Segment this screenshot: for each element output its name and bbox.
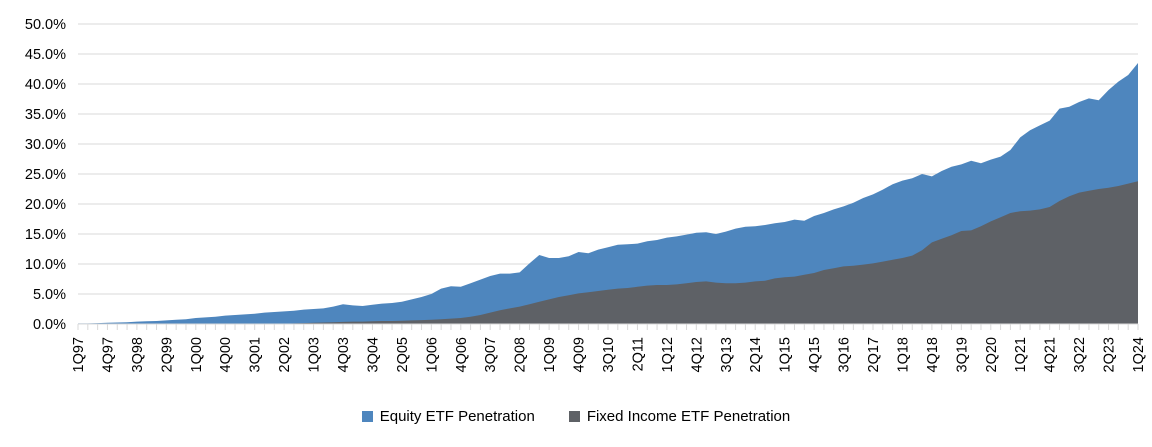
svg-text:1Q24: 1Q24 [1131, 337, 1147, 372]
legend-label-fixed-income: Fixed Income ETF Penetration [586, 407, 791, 425]
svg-text:1Q03: 1Q03 [307, 337, 323, 372]
svg-text:50.0%: 50.0% [25, 17, 66, 33]
x-axis-ticks [77, 324, 1139, 330]
svg-text:1Q18: 1Q18 [895, 337, 911, 372]
svg-text:4Q21: 4Q21 [1043, 337, 1059, 372]
svg-text:5.0%: 5.0% [33, 287, 66, 303]
svg-text:4Q00: 4Q00 [218, 337, 234, 372]
svg-text:4Q18: 4Q18 [925, 337, 941, 372]
svg-text:1Q97: 1Q97 [71, 337, 87, 372]
svg-text:25.0%: 25.0% [25, 167, 66, 183]
svg-text:3Q22: 3Q22 [1072, 337, 1088, 372]
equity-swatch-icon [361, 410, 373, 422]
svg-text:2Q11: 2Q11 [630, 337, 646, 371]
svg-text:10.0%: 10.0% [25, 257, 66, 273]
svg-text:4Q06: 4Q06 [454, 337, 470, 372]
y-axis-labels: 0.0% 5.0% 10.0% 15.0% 20.0% 25.0% 30.0% 35.0% 40… [25, 17, 66, 333]
svg-text:30.0%: 30.0% [25, 137, 66, 153]
svg-text:40.0%: 40.0% [25, 77, 66, 93]
svg-text:2Q99: 2Q99 [159, 337, 175, 372]
svg-text:35.0%: 35.0% [25, 107, 66, 123]
svg-text:2Q23: 2Q23 [1102, 337, 1118, 372]
legend-label-equity: Equity ETF Penetration [379, 407, 535, 425]
fixed-income-area [78, 181, 1138, 324]
svg-text:2Q05: 2Q05 [395, 337, 411, 372]
svg-text:3Q98: 3Q98 [130, 337, 146, 372]
svg-text:0.0%: 0.0% [33, 317, 66, 333]
svg-text:4Q97: 4Q97 [100, 337, 116, 372]
svg-text:4Q03: 4Q03 [336, 337, 352, 372]
svg-text:2Q02: 2Q02 [277, 337, 293, 372]
svg-text:1Q06: 1Q06 [424, 337, 440, 372]
equity-area [78, 63, 1138, 324]
svg-text:45.0%: 45.0% [25, 47, 66, 63]
svg-text:3Q13: 3Q13 [719, 337, 735, 372]
svg-text:1Q12: 1Q12 [660, 337, 676, 372]
fixed-income-swatch-icon [568, 410, 580, 422]
svg-text:3Q01: 3Q01 [248, 337, 264, 372]
svg-text:3Q16: 3Q16 [837, 337, 853, 372]
svg-text:1Q21: 1Q21 [1013, 337, 1029, 372]
svg-text:3Q04: 3Q04 [365, 337, 381, 372]
svg-text:3Q07: 3Q07 [483, 337, 499, 372]
svg-text:4Q12: 4Q12 [689, 337, 705, 372]
svg-text:3Q10: 3Q10 [601, 337, 617, 372]
svg-text:1Q09: 1Q09 [542, 337, 558, 372]
legend: Equity ETF Penetration Fixed Income ETF … [0, 403, 1152, 429]
legend-item-fixed-income: Fixed Income ETF Penetration [568, 407, 791, 425]
svg-text:2Q08: 2Q08 [513, 337, 529, 372]
svg-text:4Q09: 4Q09 [572, 337, 588, 372]
svg-text:20.0%: 20.0% [25, 197, 66, 213]
svg-text:15.0%: 15.0% [25, 227, 66, 243]
legend-item-equity: Equity ETF Penetration [361, 407, 535, 425]
svg-text:2Q20: 2Q20 [984, 337, 1000, 372]
svg-text:3Q19: 3Q19 [954, 337, 970, 372]
svg-text:2Q17: 2Q17 [866, 337, 882, 372]
svg-text:1Q15: 1Q15 [778, 337, 794, 372]
x-axis-labels: 1Q97 4Q97 3Q98 2Q99 1Q00 4Q00 3Q01 2Q02 1Q03 4Q03… [71, 337, 1147, 372]
svg-text:2Q14: 2Q14 [748, 337, 764, 372]
svg-text:4Q15: 4Q15 [807, 337, 823, 372]
svg-text:1Q00: 1Q00 [189, 337, 205, 372]
gridlines [78, 23, 1138, 295]
